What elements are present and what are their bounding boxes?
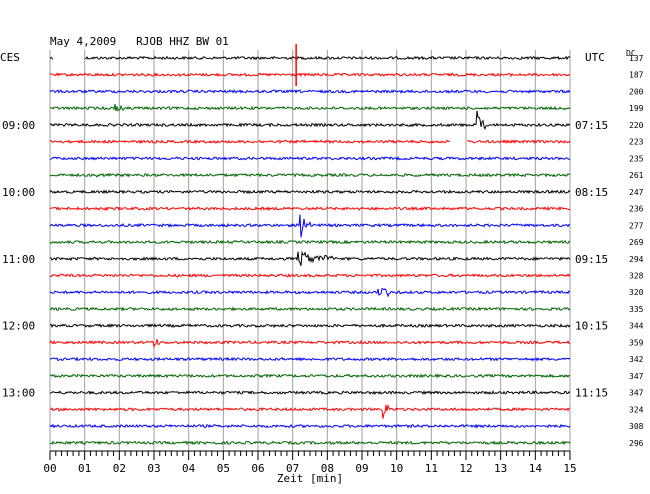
trace-row	[49, 88, 571, 94]
dc-value: 261	[629, 171, 644, 180]
trace-row	[49, 239, 571, 245]
trace-row	[49, 72, 571, 78]
x-tick-label: 06	[251, 462, 264, 475]
trace-row	[49, 250, 571, 267]
right-time-label: 09:15	[575, 253, 608, 266]
dc-value: 235	[629, 154, 644, 163]
x-tick-label: 02	[113, 462, 126, 475]
x-tick-label: 10	[390, 462, 403, 475]
left-time-labels: 09:00 10:00 11:00 12:00 13:00	[2, 119, 35, 400]
dc-value: 328	[629, 271, 644, 280]
dc-value: 308	[629, 422, 644, 431]
trace-row	[49, 206, 571, 212]
dc-values: 137 187 200 199 220 223 235 261 247 236 277 269 294 3…	[629, 54, 644, 448]
trace-row	[49, 423, 571, 429]
x-axis-label: Zeit [min]	[277, 472, 343, 485]
trace-row	[49, 110, 571, 130]
x-tick-label: 03	[147, 462, 160, 475]
trace-row	[49, 338, 571, 348]
trace-row	[49, 306, 571, 312]
seismogram-traces	[49, 44, 571, 446]
trace-row	[49, 373, 570, 379]
x-tick-label: 01	[78, 462, 91, 475]
x-tick-label: 13	[494, 462, 507, 475]
dc-value: 359	[629, 338, 644, 347]
left-zone-label: CES	[0, 51, 20, 64]
trace-row	[49, 139, 571, 145]
dc-value: 342	[629, 355, 644, 364]
dc-value: 220	[629, 121, 644, 130]
trace-row	[49, 390, 571, 396]
dc-value: 137	[629, 54, 644, 63]
trace-row	[49, 287, 571, 298]
trace-row	[49, 323, 571, 329]
dc-value: 294	[629, 255, 644, 264]
x-tick-label: 00	[43, 462, 56, 475]
dc-value: 344	[629, 322, 644, 331]
dc-value: 200	[629, 87, 644, 96]
dc-value: 277	[629, 221, 644, 230]
x-tick-label: 12	[459, 462, 472, 475]
dc-value: 320	[629, 288, 644, 297]
left-time-label: 12:00	[2, 320, 35, 333]
x-axis: 00 01 02 03 04 05 06 07 08 09 10 11 12 13 14 15	[43, 450, 577, 475]
trace-row	[49, 440, 571, 446]
dc-value: 199	[629, 104, 644, 113]
left-time-label: 10:00	[2, 186, 35, 199]
right-time-label: 10:15	[575, 320, 608, 333]
chart-title: May 4,2009 RJOB HHZ BW 01	[50, 35, 229, 48]
x-tick-label: 09	[355, 462, 368, 475]
left-time-label: 09:00	[2, 119, 35, 132]
dc-value: 347	[629, 372, 644, 381]
dc-value: 247	[629, 188, 644, 197]
right-time-label: 08:15	[575, 186, 608, 199]
trace-row	[49, 273, 571, 278]
dc-value: 223	[629, 138, 644, 147]
trace-row	[49, 155, 571, 161]
dc-value: 187	[629, 71, 644, 80]
left-time-label: 13:00	[2, 387, 35, 400]
trace-row	[49, 103, 571, 112]
dc-value: 347	[629, 389, 644, 398]
trace-row	[49, 189, 571, 195]
x-tick-label: 15	[563, 462, 576, 475]
dc-value: 269	[629, 238, 644, 247]
right-time-labels: 07:15 08:15 09:15 10:15 11:15	[575, 119, 608, 400]
x-tick-label: 08	[321, 462, 334, 475]
x-tick-label: 05	[217, 462, 230, 475]
right-time-label: 11:15	[575, 387, 608, 400]
right-time-label: 07:15	[575, 119, 608, 132]
trace-row	[49, 214, 571, 238]
dc-value: 296	[629, 439, 644, 448]
trace-row	[49, 55, 571, 61]
minute-grid	[49, 50, 571, 452]
trace-row	[49, 172, 570, 178]
left-time-label: 11:00	[2, 253, 35, 266]
trace-row	[49, 356, 571, 362]
dc-value: 335	[629, 305, 644, 314]
right-zone-label: UTC	[585, 51, 605, 64]
trace-row	[49, 403, 571, 419]
x-tick-label: 07	[286, 462, 299, 475]
dc-label: DC	[626, 49, 636, 58]
dc-value: 236	[629, 205, 644, 214]
x-tick-label: 11	[425, 462, 438, 475]
x-tick-label: 14	[529, 462, 543, 475]
x-tick-label: 04	[182, 462, 196, 475]
dc-value: 324	[629, 405, 644, 414]
